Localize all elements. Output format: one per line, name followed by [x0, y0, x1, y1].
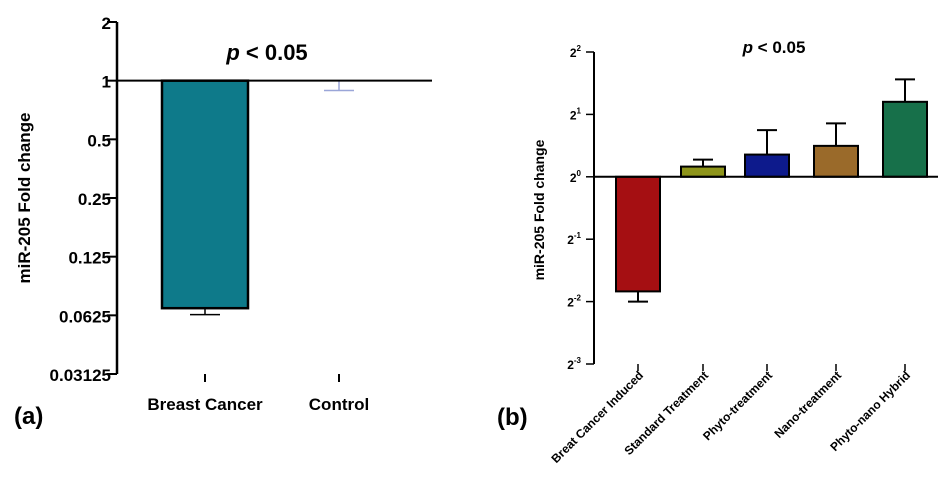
panel-b-label: (b)	[497, 404, 528, 431]
panel-b-y-tick-label: 2-2	[567, 294, 581, 310]
panel-b-p-value: p < 0.05	[742, 38, 806, 57]
panel-a-bar	[160, 79, 250, 310]
panel-b-y-tick-label: 2-1	[567, 231, 581, 247]
panel-b-y-ticks: 22 21 20 2-1 2-2 2-3	[567, 44, 594, 372]
panel-b-bar	[615, 175, 661, 293]
panel-b-bar	[744, 153, 790, 178]
panel-b-bar	[882, 100, 928, 178]
panel-b-bar	[680, 165, 726, 178]
panel-a-y-ticks: 2 1 0.5 0.25 0.125 0.0625 0.03125	[50, 14, 117, 385]
panel-a-y-tick-label: 0.03125	[50, 366, 111, 385]
panel-a-y-tick-label: 2	[102, 14, 111, 33]
panel-b-x-tick-label: Nano-treatment	[772, 368, 845, 441]
panel-a-x-tick-label: Control	[309, 395, 369, 414]
panel-b-x-tick-label: Phyto-treatment	[700, 368, 775, 443]
panel-a-label: (a)	[14, 403, 43, 430]
panel-b-bars	[594, 78, 938, 303]
panel-b-y-tick-label: 21	[570, 106, 582, 122]
panel-b-y-tick-label: 22	[570, 44, 582, 60]
panel-a-x-labels: Breast Cancer Control	[147, 374, 369, 414]
panel-a-p-value: p < 0.05	[225, 40, 307, 65]
panel-b-y-tick-label: 2-3	[567, 356, 581, 372]
panel-a-chart: 2 1 0.5 0.25 0.125 0.0625 0.03125 Breast Cance…	[14, 14, 432, 430]
panel-b-y-axis-label: miR-205 Fold change	[531, 139, 547, 280]
panel-a-x-tick-label: Breast Cancer	[147, 395, 263, 414]
panel-a-y-tick-label: 0.25	[78, 190, 111, 209]
panel-a-bars	[117, 79, 432, 316]
panel-a-y-axis-label: miR-205 Fold change	[15, 113, 34, 284]
panel-b-y-tick-label: 20	[570, 169, 582, 185]
panel-a-y-tick-label: 0.125	[68, 249, 111, 268]
panel-b-bar	[813, 144, 859, 178]
panel-a-y-tick-label: 1	[102, 73, 111, 92]
panel-b-chart: 22 21 20 2-1 2-2 2-3 Breat Cancer InducedStan…	[497, 38, 938, 466]
panel-a-y-tick-label: 0.0625	[59, 307, 111, 326]
panel-a-y-tick-label: 0.5	[87, 131, 111, 150]
